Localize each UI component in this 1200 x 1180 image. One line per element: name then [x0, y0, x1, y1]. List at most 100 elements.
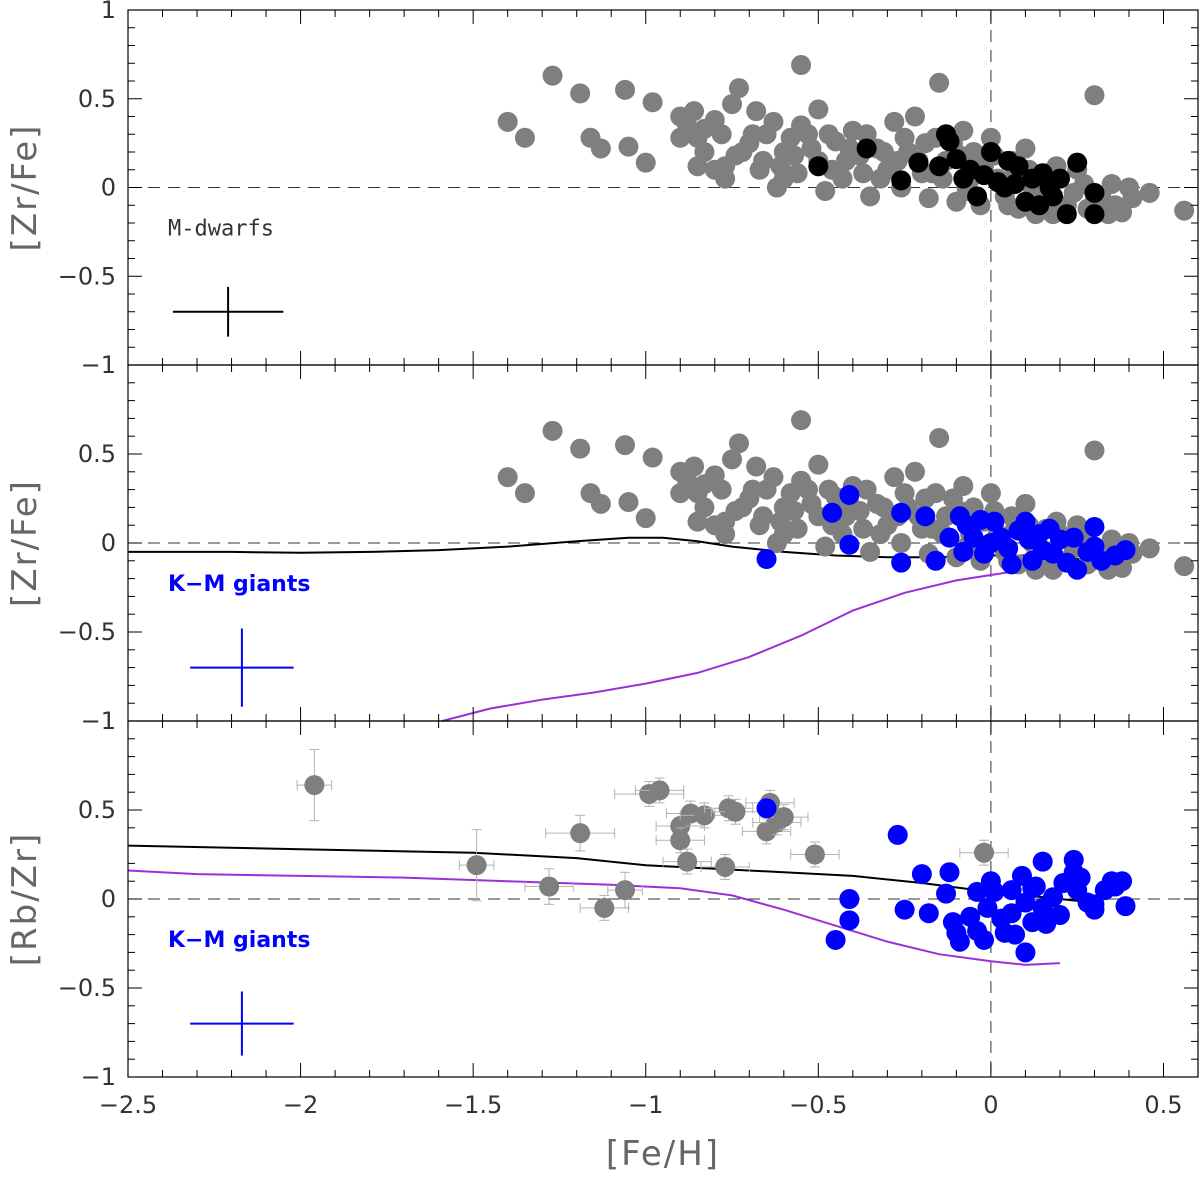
bottom-ylabel: [Rb/Zr]	[5, 832, 45, 966]
top-point-series-0	[732, 142, 753, 162]
top-point-series-0	[904, 106, 925, 127]
top-point-series-0	[1174, 200, 1195, 221]
bottom-point-series-1	[1063, 849, 1084, 870]
bottom-xtick-label: −1	[628, 1091, 663, 1119]
bottom-point-series-1	[1112, 871, 1133, 892]
top-point-series-0	[1084, 85, 1105, 106]
middle-point-series-0	[635, 508, 656, 529]
top-point-series-1	[1084, 182, 1105, 203]
middle-point-series-0	[791, 410, 812, 431]
middle-point-series-0	[742, 479, 763, 500]
bottom-point-series-1	[839, 889, 860, 909]
middle-point-series-0	[684, 456, 705, 477]
bottom-point-series-1	[939, 862, 960, 883]
top-point-series-0	[742, 124, 763, 145]
middle-point-series-0	[746, 456, 767, 477]
top-point-series-0	[929, 72, 950, 93]
middle-point-series-0	[818, 479, 839, 500]
bottom-point-series-0	[725, 801, 746, 822]
middle-point-series-1	[1084, 516, 1105, 537]
middle-point-series-0	[929, 427, 950, 448]
middle-point-series-0	[791, 470, 812, 491]
top-point-series-1	[908, 152, 929, 173]
top-point-series-0	[791, 115, 812, 136]
bottom-point-series-1	[949, 931, 970, 952]
bottom-point-series-0	[649, 780, 670, 801]
top-ylabel: [Zr/Fe]	[5, 124, 45, 252]
top-point-series-0	[915, 133, 936, 154]
bottom-point-series-1	[936, 883, 957, 904]
bottom-ytick-label: −1	[81, 1063, 116, 1091]
bottom-model-line-1	[127, 869, 1060, 966]
bottom-point-series-0	[304, 775, 325, 796]
top-point-series-1	[967, 186, 988, 207]
middle-point-series-0	[860, 541, 881, 562]
top-point-series-0	[784, 145, 805, 166]
bottom-point-series-1	[825, 929, 846, 950]
middle-point-series-0	[615, 435, 636, 456]
middle-ytick-label: 0	[101, 529, 116, 557]
top-point-series-0	[839, 138, 860, 159]
bottom-point-series-0	[804, 844, 825, 865]
top-point-series-1	[891, 170, 912, 191]
middle-model-line-1	[441, 566, 1050, 722]
middle-ytick-label: 0.5	[78, 440, 116, 468]
top-ytick-label: 0.5	[78, 85, 116, 113]
top-point-series-0	[514, 127, 535, 148]
middle-point-series-0	[753, 506, 774, 527]
bottom-ytick-label: 0.5	[78, 796, 116, 824]
top-point-series-1	[808, 156, 829, 177]
middle-ylabel: [Zr/Fe]	[5, 479, 45, 607]
bottom-point-series-1	[1005, 924, 1026, 945]
top-point-series-0	[873, 142, 894, 162]
top-point-series-1	[1067, 152, 1088, 173]
middle-point-series-1	[1001, 554, 1022, 575]
bottom-point-series-1	[911, 864, 932, 885]
top-point-series-0	[980, 127, 1001, 148]
middle-point-series-0	[542, 420, 563, 441]
top-point-series-0	[642, 92, 663, 113]
middle-point-series-0	[856, 479, 877, 500]
bottom-point-series-1	[918, 903, 939, 924]
middle-point-series-0	[497, 467, 518, 488]
middle-point-series-0	[884, 467, 905, 488]
top-ytick-label: −0.5	[58, 262, 116, 290]
middle-point-series-0	[915, 488, 936, 509]
bottom-point-series-0	[974, 842, 994, 863]
top-ytick-label: −1	[81, 351, 116, 379]
bottom-point-series-0	[466, 855, 487, 876]
middle-ytick-label: −0.5	[58, 618, 116, 646]
bottom-point-series-1	[974, 929, 994, 950]
top-point-series-1	[1056, 204, 1077, 225]
middle-point-series-1	[925, 550, 946, 571]
top-point-series-0	[497, 111, 518, 132]
bottom-ytick-label: 0	[101, 885, 116, 913]
top-point-series-0	[722, 94, 743, 115]
middle-point-series-0	[784, 500, 805, 521]
middle-point-series-0	[732, 497, 753, 518]
top-annotation: M-dwarfs	[168, 216, 274, 241]
middle-point-series-0	[1174, 556, 1195, 577]
bottom-point-series-1	[1115, 896, 1136, 917]
top-point-series-0	[815, 181, 836, 202]
top-point-series-0	[542, 65, 563, 86]
top-point-series-0	[870, 168, 891, 189]
middle-point-series-0	[904, 461, 925, 482]
bottom-xtick-label: −2.5	[99, 1091, 157, 1119]
top-point-series-0	[791, 55, 812, 76]
middle-point-series-0	[1084, 440, 1105, 461]
middle-point-series-0	[808, 454, 829, 475]
top-point-series-0	[808, 99, 829, 120]
top-point-series-0	[590, 138, 611, 159]
bottom-point-series-1	[984, 881, 1005, 902]
bottom-point-series-0	[615, 880, 636, 901]
bottom-point-series-1	[977, 897, 998, 918]
top-ytick-label: 1	[101, 0, 116, 24]
middle-point-series-0	[715, 511, 736, 532]
middle-point-series-0	[687, 511, 708, 532]
top-point-series-0	[998, 195, 1019, 216]
top-point-series-1	[1084, 204, 1105, 225]
bottom-point-series-1	[839, 910, 860, 931]
top-point-series-0	[894, 127, 915, 148]
